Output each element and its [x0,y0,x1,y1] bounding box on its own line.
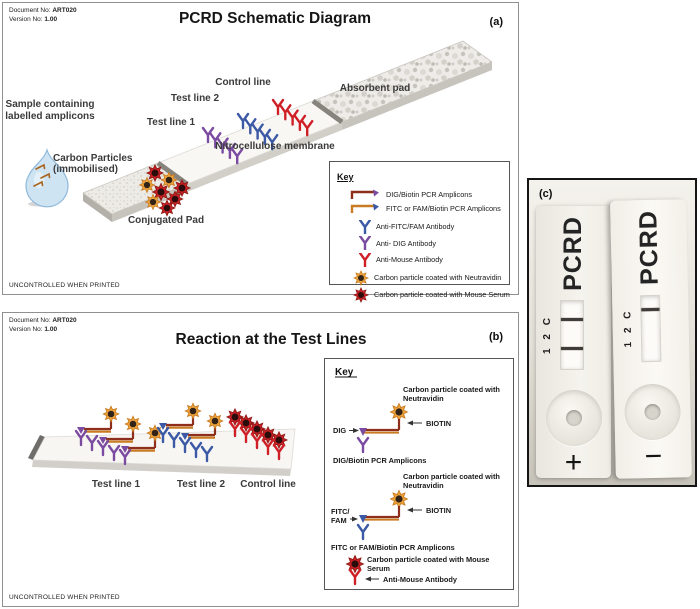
panel-b-footer: UNCONTROLLED WHEN PRINTED [9,594,120,601]
positive-sign: + [564,446,583,479]
neutravidin-particle-icon [353,270,369,285]
svg-text:Carbon particle coated with Mo: Carbon particle coated with Mouse [367,555,489,564]
test-line-2-complexes-icon [156,402,224,463]
control-line-label: Control line [240,479,296,490]
reaction-strip-graphic [28,402,296,476]
panel-b-tag: (b) [488,331,503,343]
svg-text:Carbon particle coated with: Carbon particle coated with [403,472,500,481]
test-line-1-label: Test line 1 [91,479,141,490]
sample-label-line2: labelled amplicons [5,111,95,122]
svg-text:FITC/: FITC/ [331,507,349,516]
sample-drop-icon [25,147,69,208]
lane-labels-wrap: 1 2 C [617,295,638,360]
brand-wrap: PCRD [536,208,611,298]
panel-c-tag: (c) [539,188,553,200]
strip-left-face [83,193,112,222]
test-line-2-label: Test line 2 [176,479,226,490]
panel-a-schematic: Document No: ART020 Version No: 1.00 PCR… [2,2,519,302]
pcrd-brand-text: PCRD [559,215,587,291]
key-item-anti-fitc: Anti-FITC/FAM Antibody [359,219,502,234]
key-item-neutravidin-particle: Carbon particle coated with Neutravidin [353,270,502,286]
svg-text:Serum: Serum [367,564,390,573]
sample-well [623,383,682,441]
amplicon-squiggles-icon [33,163,51,187]
carbon-particles-label: Carbon Particles (immobilised) [53,153,133,175]
result-window [640,294,662,363]
lane-labels-wrap: 1 2 C [537,300,557,368]
svg-text:BIOTIN: BIOTIN [426,419,451,428]
key-a-heading: Key [337,172,354,182]
panel-b-reaction: Document No: ART020 Version No: 1.00 Rea… [2,312,519,607]
svg-text:DIG/Biotin PCR Amplicons: DIG/Biotin PCR Amplicons [333,456,426,465]
svg-text:FAM: FAM [331,516,347,525]
membrane-bottom-face [187,122,342,192]
lane-labels: 1 2 C [541,314,553,354]
document-info: Document No: ART020 Version No: 1.00 [9,317,77,333]
absorbent-pad-shape [312,40,493,123]
test-line-2-label: Test line 2 [170,93,220,104]
key-b-heading: Key [335,367,354,378]
strip-bottom-face [32,460,291,476]
pcrd-brand-text: PCRD [633,209,664,285]
dig-biotin-amplicon-icon [350,189,379,199]
test-band [561,347,583,350]
result-window [560,300,584,370]
brand-wrap: PCRD [610,201,688,293]
sample-well [545,390,602,446]
svg-text:Neutravidin: Neutravidin [403,394,444,403]
sample-well-hole [565,410,582,426]
sample-well-hole [644,403,661,421]
key-box-b: Key Carbon particle coated with Neutravi… [324,358,514,590]
panel-a-footer: UNCONTROLLED WHEN PRINTED [9,282,120,289]
svg-text:Carbon particle coated with: Carbon particle coated with [403,385,500,394]
membrane-label: Nitrocellulose membrane [215,141,335,152]
panel-c-photo: (c) PCRD 1 2 C + PCRD 1 2 C [527,178,697,487]
anti-fitc-antibody-icon [359,219,371,234]
lane-labels: 1 2 C [621,308,634,348]
svg-text:FITC or FAM/Biotin PCR Amplico: FITC or FAM/Biotin PCR Amplicons [331,543,455,552]
document-info: Document No: ART020 Version No: 1.00 [9,7,77,23]
panel-a-title: PCRD Schematic Diagram [178,10,372,27]
key-dig-complex-icon: Carbon particle coated with Neutravidin … [333,385,500,465]
anti-dig-antibody-icon [359,236,371,250]
positive-cassette: PCRD 1 2 C + [536,206,611,478]
control-line-label: Control line [215,77,271,88]
anti-mouse-antibody-icon [359,252,371,267]
negative-sign: − [644,439,663,474]
negative-cassette: PCRD 1 2 C − [610,199,692,479]
svg-text:DIG: DIG [333,426,346,435]
absorbent-pad-label: Absorbent pad [339,83,411,94]
key-item-mouse-serum-particle: Carbon particle coated with Mouse Serum [353,287,510,303]
panel-a-tag: (a) [489,16,503,28]
strip-surface [32,428,296,470]
test-line-1-complexes-icon [74,405,164,466]
key-fitc-complex-icon: Carbon particle coated with Neutravidin … [331,472,500,552]
key-item-anti-dig: Anti- DIG Antibody [359,236,502,250]
key-item-anti-mouse: Anti-Mouse Antibody [359,252,502,267]
sample-label-line1: Sample containing [5,99,95,110]
key-box-a: Key DIG/Biotin PCR Amplicons FITC or FAM… [329,161,510,302]
conjugated-pad-label: Conjugated Pad [127,215,205,226]
control-band [641,307,660,311]
key-b-graphic: Key Carbon particle coated with Neutravi… [331,367,500,586]
key-item-fitc-amplicon: FITC or FAM/Biotin PCR Amplicons [349,202,502,215]
panel-b-title: Reaction at the Test Lines [175,331,367,348]
key-item-dig-amplicon: DIG/Biotin PCR Amplicons [349,188,502,201]
key-anti-mouse-complex-icon: Carbon particle coated with Mouse Serum … [346,554,489,586]
test-band [561,318,583,321]
membrane-absorbent-junction-bar [311,98,344,125]
strip-left-edge [28,435,45,460]
mouse-serum-particle-icon [353,287,369,302]
absorbent-pad-bottom-face [342,62,492,130]
fitc-biotin-amplicon-icon [350,203,379,213]
svg-text:Neutravidin: Neutravidin [403,481,444,490]
svg-text:Anti-Mouse Antibody: Anti-Mouse Antibody [383,575,458,584]
test-line-1-label: Test line 1 [146,117,196,128]
svg-text:BIOTIN: BIOTIN [426,506,451,515]
schematic-strip-graphic [25,40,493,222]
